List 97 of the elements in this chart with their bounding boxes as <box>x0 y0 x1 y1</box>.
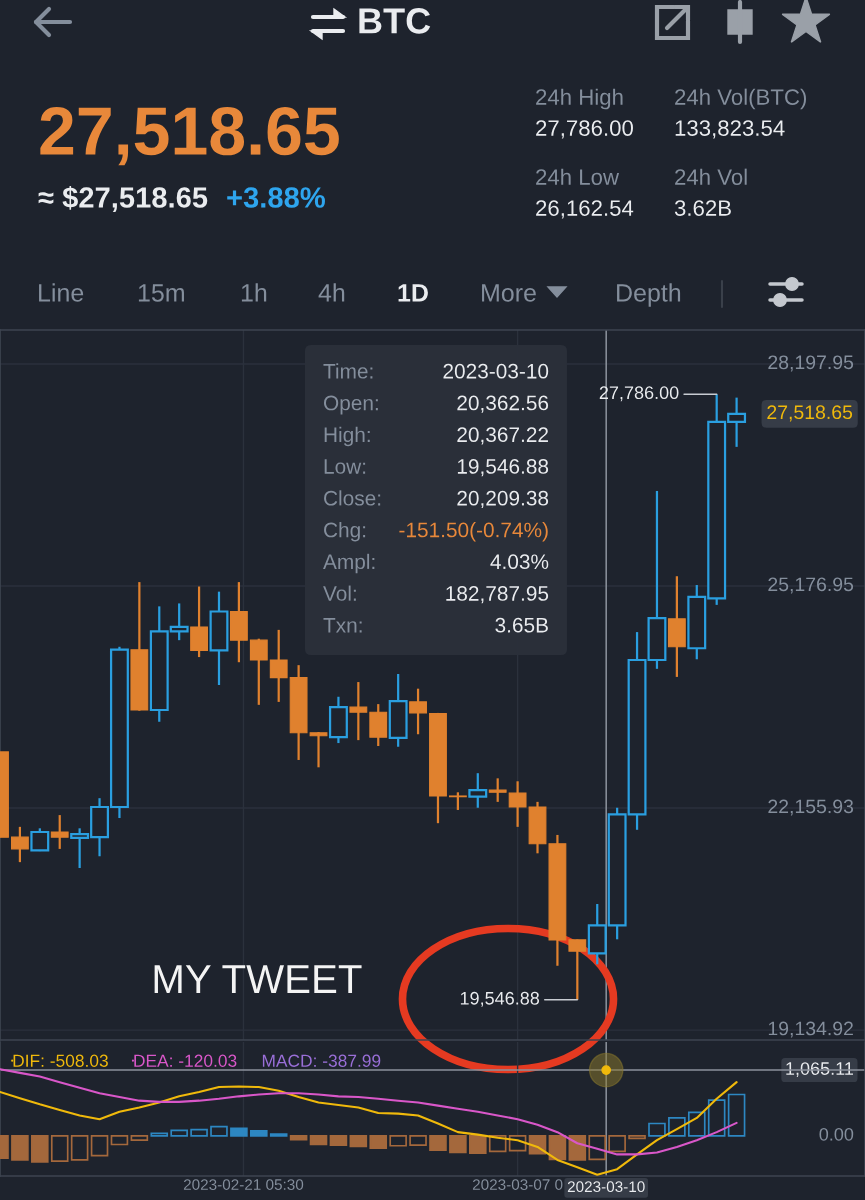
x-tick-label: 2023-02-21 05:30 <box>183 1179 304 1190</box>
bar <box>548 1135 567 1161</box>
annotation: Ampl: <box>323 553 375 574</box>
bar <box>50 1135 69 1163</box>
bar <box>210 1125 228 1137</box>
text: 24h Low <box>536 168 620 185</box>
text: ≈ $27,518.65 <box>38 185 208 213</box>
bar <box>628 1135 646 1140</box>
line-series <box>0 1081 738 1176</box>
y-tick-label: 1,065.11 <box>786 1062 854 1078</box>
candlestick <box>50 813 69 851</box>
annotation: Vol: <box>323 585 356 601</box>
bar <box>110 1135 129 1146</box>
y-tick-label: 19,134.92 <box>768 1021 853 1038</box>
bar <box>568 1135 587 1161</box>
bar <box>349 1135 368 1148</box>
text: +3.88% <box>227 187 325 208</box>
bar <box>727 1093 746 1137</box>
text: 15m <box>138 284 184 302</box>
bar <box>230 1127 248 1137</box>
y-tick-label: 25,176.95 <box>768 577 854 594</box>
bar <box>389 1135 407 1147</box>
y-tick-label: 0.00 <box>819 1127 854 1141</box>
text: 24h Vol(BTC) <box>675 88 807 110</box>
annotation: 3.65B <box>495 617 548 633</box>
annotation: Low: <box>324 459 366 474</box>
candlestick <box>190 585 208 659</box>
text: 24h High <box>536 88 623 110</box>
bar <box>429 1135 447 1151</box>
annotation: MACD: -387.99 <box>262 1054 381 1067</box>
line-series <box>0 1068 738 1156</box>
bar <box>687 1111 706 1137</box>
annotation: 27,786.00 <box>599 386 679 402</box>
candlestick <box>488 777 507 803</box>
candlestick <box>568 938 587 1001</box>
y-tick-label: 28,197.95 <box>768 355 854 372</box>
text: 1h <box>241 283 267 302</box>
annotation: 20,362.56 <box>457 395 549 413</box>
candlestick <box>508 780 527 828</box>
candlestick <box>349 680 368 742</box>
bar <box>190 1128 208 1137</box>
text: 4h <box>318 283 345 302</box>
ref-line-label: 2023-03-10 <box>567 1181 645 1193</box>
bar <box>329 1135 348 1146</box>
legend-label: DEA: -120.03 <box>134 1054 237 1067</box>
text: 27,518.65 <box>40 107 339 166</box>
candlestick <box>409 687 427 736</box>
candlestick <box>468 772 488 809</box>
candlestick <box>269 628 288 704</box>
bar <box>468 1135 487 1154</box>
bar <box>70 1135 89 1161</box>
annotation: -151.50(-0.74%) <box>399 522 548 542</box>
annotation: High: <box>324 426 370 447</box>
bar <box>289 1135 308 1141</box>
text: 24h Vol <box>675 168 747 185</box>
text: 133,823.54 <box>675 120 785 139</box>
bar <box>90 1135 109 1157</box>
x-tick-label: 2023-03-07 0 <box>472 1179 563 1190</box>
bar <box>130 1135 149 1142</box>
bar <box>250 1130 268 1137</box>
text: 1D <box>398 284 428 302</box>
bar <box>309 1135 328 1146</box>
bar <box>170 1129 188 1137</box>
annotation: Close: <box>324 490 381 506</box>
text: More <box>482 284 536 302</box>
bar <box>588 1135 607 1161</box>
text: Depth <box>617 283 681 307</box>
annotation: MY TWEET <box>154 965 362 993</box>
annotation: 20,209.38 <box>457 490 549 509</box>
bar <box>150 1132 169 1137</box>
text: BTC <box>359 8 431 34</box>
annotation: 19,546.88 <box>460 991 540 1007</box>
annotation: 20,367.22 <box>457 427 548 445</box>
annotation: Chg: <box>324 522 366 542</box>
bar <box>369 1135 388 1150</box>
y-tick-label: 22,155.93 <box>768 799 854 816</box>
text: 26,162.54 <box>536 200 634 219</box>
text: Line <box>39 283 84 302</box>
annotation: 19,546.88 <box>457 459 549 477</box>
candlestick <box>249 637 268 706</box>
bar <box>608 1135 626 1153</box>
annotation: 27,518.65 <box>767 405 853 422</box>
annotation: Open: <box>323 395 378 415</box>
annotation: 2023-03-10 <box>443 363 549 379</box>
bar <box>409 1135 427 1146</box>
annotation: 4.03% <box>490 554 549 570</box>
annotation: Time: <box>323 363 373 379</box>
candlestick <box>10 825 29 864</box>
candlestick <box>309 730 328 769</box>
annotation: 182,787.95 <box>446 586 549 604</box>
bar <box>449 1135 467 1154</box>
text: 27,786.00 <box>536 120 633 139</box>
legend-label: DIF: -508.03 <box>13 1054 108 1067</box>
bar <box>31 1135 49 1163</box>
bar <box>648 1122 666 1137</box>
text: 3.62B <box>674 200 731 216</box>
annotation: Txn: <box>323 618 362 633</box>
